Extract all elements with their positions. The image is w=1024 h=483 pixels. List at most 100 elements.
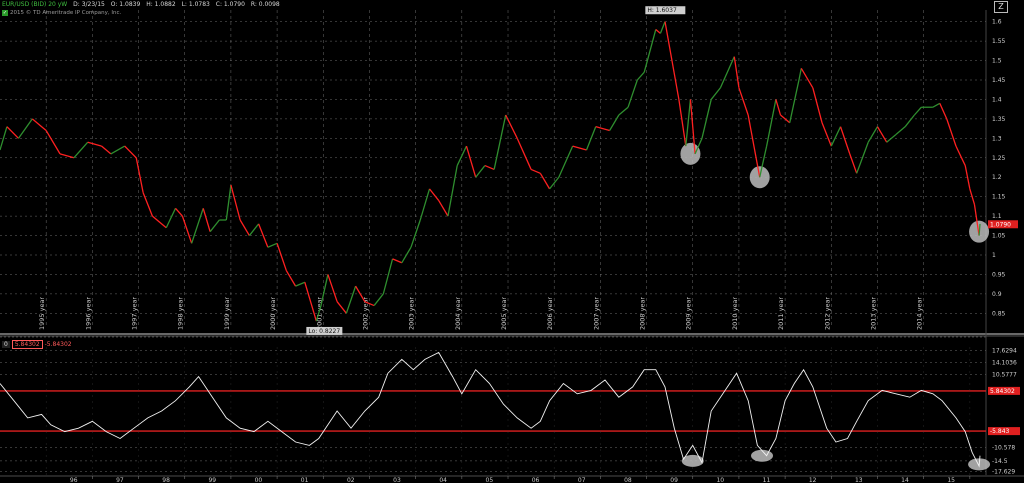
price-segment xyxy=(315,305,322,322)
price-segment xyxy=(373,293,384,306)
x-tick-label: 04 xyxy=(439,477,447,483)
price-segment xyxy=(812,87,823,123)
x-tick-label: 09 xyxy=(670,477,678,483)
price-segment xyxy=(285,270,297,287)
symbol-label[interactable]: EUR/USD (BID) 20 yW xyxy=(2,1,68,8)
price-segment xyxy=(694,138,703,155)
price-tick-label: 1.6 xyxy=(992,19,1002,26)
price-segment xyxy=(643,29,657,73)
price-header: EUR/USD (BID) 20 yW D: 3/23/15 O: 1.0839… xyxy=(0,0,1024,9)
x-tick-label: 08 xyxy=(624,477,632,483)
price-segment xyxy=(618,106,629,116)
price-segment xyxy=(733,56,740,88)
price-segment xyxy=(969,188,976,205)
last-price-label: 1.0790 xyxy=(990,221,1011,228)
price-segment xyxy=(689,99,696,154)
indicator-zero-label: 0 xyxy=(2,341,10,348)
open-label: O: 1.0839 xyxy=(110,1,141,8)
close-label: C: 1.0790 xyxy=(215,1,245,8)
x-tick-label: 05 xyxy=(486,477,494,483)
price-segment xyxy=(276,243,287,271)
high-label: H: 1.0882 xyxy=(146,1,176,8)
price-tick-label: 1.05 xyxy=(992,233,1006,240)
price-segment xyxy=(595,126,610,132)
price-segment xyxy=(101,145,112,155)
osc-tick-label: -17.629 xyxy=(992,469,1015,476)
price-segment xyxy=(955,145,966,166)
year-label: 2014 year xyxy=(916,297,924,330)
x-tick-label: 02 xyxy=(347,477,355,483)
x-tick-label: 15 xyxy=(947,477,955,483)
price-segment xyxy=(304,282,317,322)
osc-highlight-ellipse xyxy=(681,454,704,467)
price-segment xyxy=(124,145,137,159)
year-label: 1998 year xyxy=(177,297,185,330)
price-segment xyxy=(867,126,879,143)
year-label: 2002 year xyxy=(361,297,369,330)
price-tick-label: 1.25 xyxy=(992,155,1006,162)
x-tick-label: 98 xyxy=(162,477,170,483)
year-label: 1995 year xyxy=(38,297,46,330)
price-segment xyxy=(664,21,673,61)
copyright-text: 2015 © TD Ameritrade IP Company, Inc. xyxy=(10,10,122,16)
price-tick-label: 0.9 xyxy=(992,291,1002,298)
price-segment xyxy=(747,114,761,178)
price-segment xyxy=(45,130,61,155)
price-segment xyxy=(327,274,338,302)
indicator-header: 0 5.84302 -5.84302 xyxy=(2,340,72,349)
osc-tick-label: 10.5777 xyxy=(992,372,1017,379)
price-segment xyxy=(142,192,154,217)
price-segment xyxy=(775,99,782,116)
price-segment xyxy=(876,126,888,143)
price-segment xyxy=(765,99,777,147)
price-segment xyxy=(110,145,126,155)
price-segment xyxy=(456,145,468,166)
price-segment xyxy=(789,79,800,123)
osc-tick-label: -14.5 xyxy=(992,458,1008,465)
highlight-ellipse xyxy=(680,142,701,165)
year-label: 2007 year xyxy=(592,297,600,330)
price-segment xyxy=(973,204,980,236)
price-segment xyxy=(151,215,167,229)
osc-band-label-box xyxy=(988,386,1020,395)
x-tick-label: 01 xyxy=(301,477,309,483)
price-segment xyxy=(465,145,477,178)
price-tick-label: 1.5 xyxy=(992,58,1002,65)
price-segment xyxy=(505,114,518,139)
price-segment xyxy=(701,99,712,139)
checkmark-icon[interactable]: ✓ xyxy=(2,10,8,16)
low-annotation-box xyxy=(306,326,343,335)
price-segment xyxy=(428,188,440,201)
price-tick-label: 0.85 xyxy=(992,310,1006,317)
price-segment xyxy=(800,68,814,89)
x-tick-label: 00 xyxy=(255,477,263,483)
price-segment xyxy=(655,28,661,34)
osc-tick-label: -10.578 xyxy=(992,444,1015,451)
price-segment xyxy=(17,118,33,139)
price-tick-label: 1.2 xyxy=(992,174,1002,181)
price-segment xyxy=(320,274,329,306)
price-segment xyxy=(895,126,906,135)
price-segment xyxy=(336,301,347,314)
copyright-note: ✓ 2015 © TD Ameritrade IP Company, Inc. xyxy=(2,10,121,16)
year-label: 2012 year xyxy=(823,297,831,330)
x-tick-label: 14 xyxy=(901,477,909,483)
price-segment xyxy=(671,60,680,100)
osc-tick-label: 5.84302 xyxy=(990,388,1015,395)
year-label: 2000 year xyxy=(269,297,277,330)
price-segment xyxy=(738,87,749,116)
price-tick-label: 1.15 xyxy=(992,194,1006,201)
price-segment xyxy=(549,176,560,190)
price-tick-label: 1.3 xyxy=(992,135,1002,142)
x-tick-label: 96 xyxy=(70,477,78,483)
indicator-value-b: -5.84302 xyxy=(44,341,72,348)
z-icon[interactable]: Z xyxy=(994,1,1008,13)
year-label: 1997 year xyxy=(131,297,139,330)
price-segment xyxy=(849,153,858,174)
low-label: L: 1.0783 xyxy=(181,1,210,8)
year-label: 1996 year xyxy=(84,297,92,330)
price-segment xyxy=(759,145,768,178)
price-segment xyxy=(839,126,851,155)
